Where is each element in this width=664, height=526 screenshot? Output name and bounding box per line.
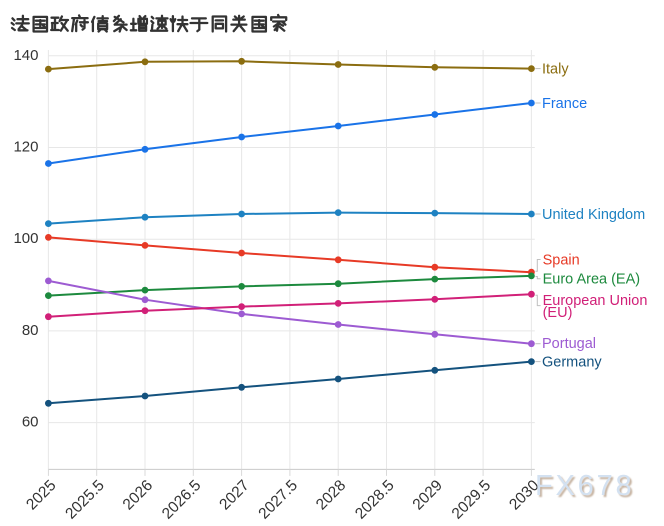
svg-text:Euro Area (EA): Euro Area (EA): [543, 272, 641, 288]
svg-text:FX678: FX678: [537, 472, 636, 504]
svg-text:80: 80: [22, 322, 39, 339]
svg-text:120: 120: [13, 139, 38, 156]
svg-text:Germany: Germany: [542, 355, 602, 371]
svg-text:60: 60: [22, 414, 39, 431]
svg-text:FX678: FX678: [535, 470, 634, 502]
svg-text:100: 100: [13, 230, 38, 247]
svg-text:(EU): (EU): [543, 305, 573, 321]
svg-text:Italy: Italy: [542, 62, 569, 78]
svg-text:United Kingdom: United Kingdom: [542, 207, 645, 223]
svg-text:European Union: European Union: [543, 293, 648, 309]
svg-text:Spain: Spain: [543, 253, 580, 269]
svg-text:Portugal: Portugal: [542, 336, 596, 352]
svg-text:140: 140: [13, 47, 38, 64]
svg-text:France: France: [542, 96, 587, 112]
